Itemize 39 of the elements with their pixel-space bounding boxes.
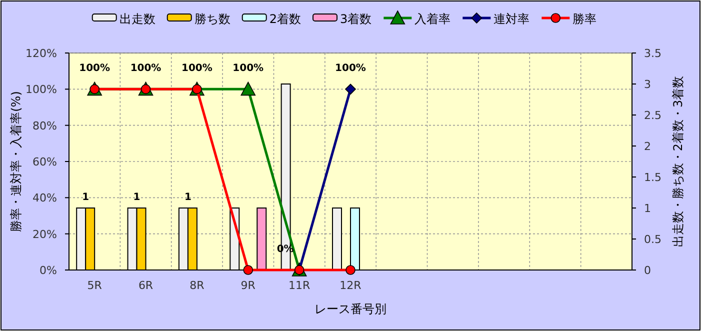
y2-axis-title: 出走数・勝ち数・2着数・3着数 [671,76,685,248]
legend-label: 勝率 [572,12,597,26]
y-tick-label: 20% [32,228,57,241]
data-label: 100% [130,63,162,74]
y-tick-label: 60% [32,156,57,168]
y-tick-label: 0% [40,264,57,277]
y-tick-label: 120% [26,47,57,60]
data-label: 1 [82,192,90,203]
x-tick-label: 11R [288,279,310,292]
legend-label: 勝ち数 [194,12,230,26]
y2-tick-label: 0 [644,264,651,277]
y-axis-title: 勝率・連対率・入着率(%) [9,91,23,232]
y2-tick-label: 3 [644,78,651,91]
y2-tick-label: 1.5 [644,171,662,184]
y-tick-label: 80% [32,119,57,132]
y2-tick-label: 2.5 [644,109,662,122]
x-tick-label: 6R [138,279,154,292]
y2-tick-label: 3.5 [644,47,662,60]
y2-tick-label: 2 [644,140,651,153]
y-tick-label: 100% [26,83,57,96]
x-tick-label: 12R [340,279,362,292]
data-label: 1 [184,192,192,203]
y-tick-label: 40% [32,192,57,205]
data-label: 100% [335,63,366,74]
data-label: 1 [133,192,140,203]
y2-tick-label: 0.5 [644,233,662,246]
x-tick-label: 9R [240,279,256,292]
data-label: 100% [79,63,110,74]
x-tick-label: 5R [87,279,102,292]
y2-tick-label: 1 [644,202,651,215]
legend-label: 連対率 [494,12,530,26]
data-label: 100% [232,63,264,74]
data-label: 100% [182,63,212,74]
legend-label: 3着数 [340,12,372,26]
legend-label: 入着率 [414,12,451,26]
legend-label: 2着数 [269,12,301,26]
x-axis-title: レース番号別 [314,302,386,316]
legend-label: 出走数 [119,12,156,26]
x-tick-label: 8R [190,279,205,292]
